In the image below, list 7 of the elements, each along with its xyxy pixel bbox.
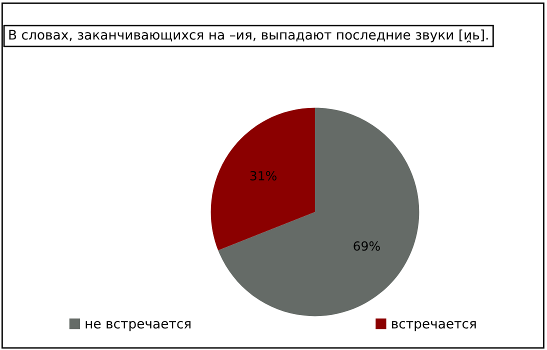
legend-label: встречается	[392, 320, 476, 332]
chart-title: В словах, заканчивающихся на –ия, выпадают последние звуки [и̯ь].	[9, 30, 488, 42]
data-label: 69%	[354, 241, 380, 251]
pie-slice	[210, 108, 315, 250]
data-label: 31%	[250, 171, 276, 180]
legend-label: не встречается	[86, 320, 190, 332]
pie-slice	[218, 108, 420, 316]
